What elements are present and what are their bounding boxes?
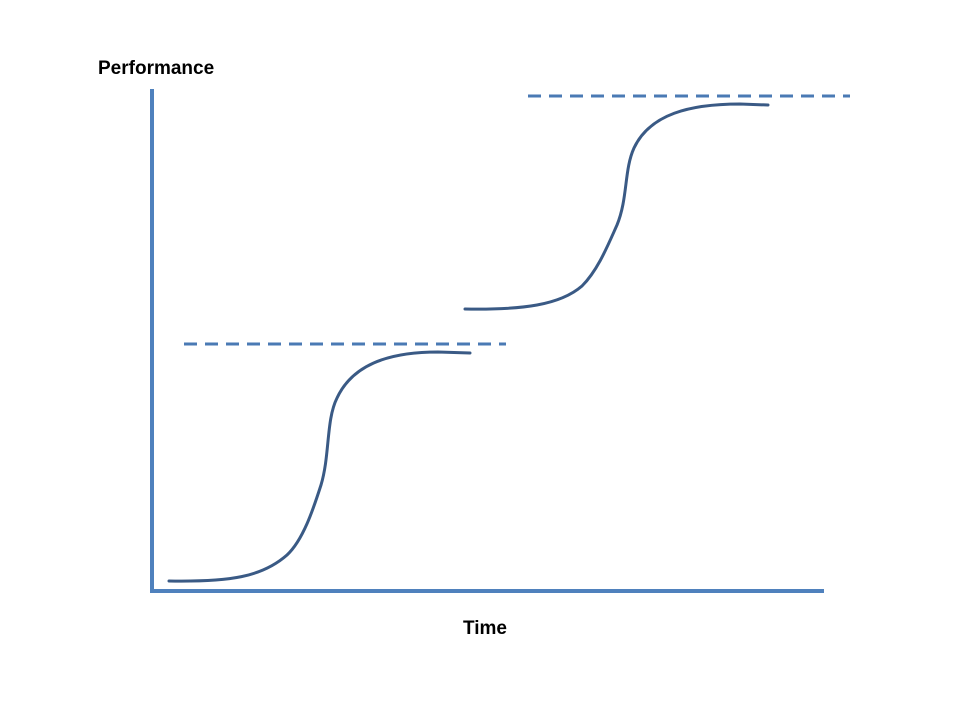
s-curve-1 — [167, 350, 472, 583]
x-axis-title: Time — [463, 618, 508, 639]
y-axis-title: Performance — [98, 58, 215, 79]
s-curve-2 — [463, 102, 770, 311]
